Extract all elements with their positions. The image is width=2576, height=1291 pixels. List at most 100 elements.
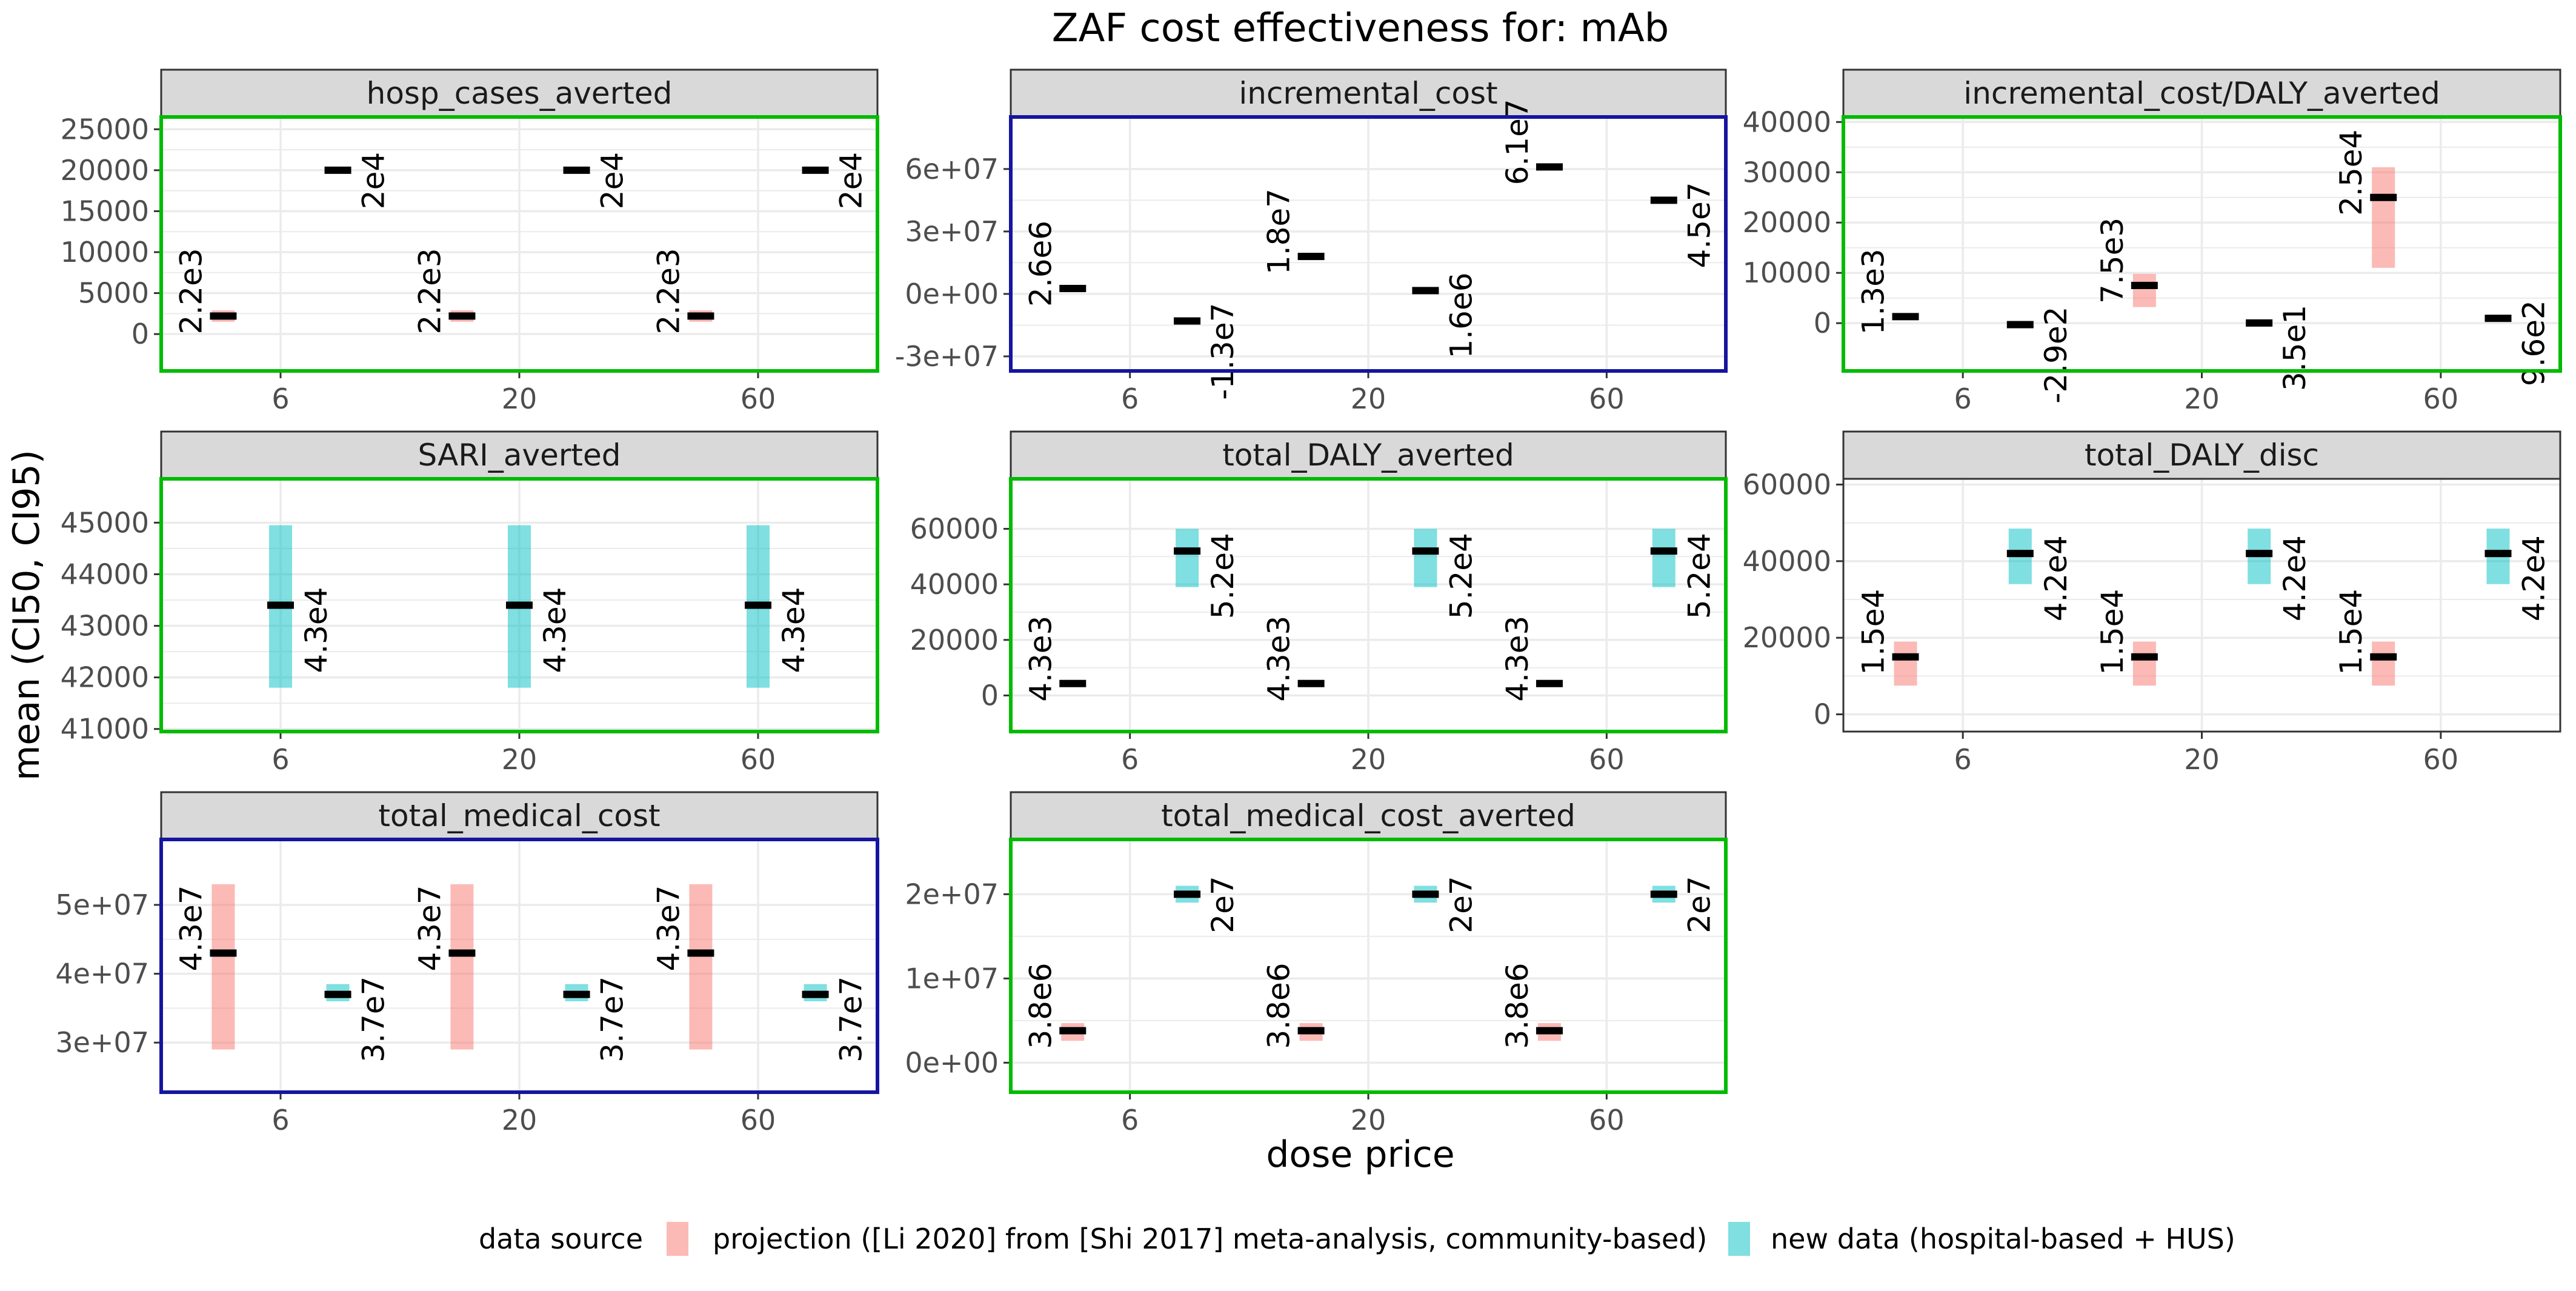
figure-xlabel: dose price	[1266, 1133, 1454, 1176]
x-tick-label: 6	[1121, 382, 1139, 415]
data-label: 2e7	[1443, 876, 1479, 933]
data-label: 4.3e4	[537, 587, 573, 673]
data-label: 3.5e1	[2277, 305, 2312, 391]
y-tick-label: 45000	[61, 506, 149, 539]
y-tick-label: 10000	[61, 236, 149, 269]
strip-title: total_medical_cost_averted	[1161, 798, 1576, 833]
legend-swatch-projection	[667, 1222, 688, 1256]
x-tick-label: 6	[1121, 1104, 1139, 1136]
ci-bar	[689, 884, 713, 1050]
data-label: 4.3e4	[299, 587, 334, 673]
panel-incremental-cost-daly-averted: incremental_cost/DALY_averted 0 10000 20000…	[1743, 68, 2562, 415]
y-tick-label: 40000	[910, 568, 999, 601]
x-tick-label: 60	[2423, 382, 2459, 415]
legend-label-new-data: new data (hospital-based + HUS)	[1771, 1223, 2235, 1255]
y-tick-label: 40000	[1743, 105, 1831, 138]
strip-background	[160, 68, 879, 118]
panel-total-daly-averted: total_DALY_averted 0 20000 40000 60000 6 20 60 4…	[910, 430, 1728, 776]
y-tick-label: 42000	[61, 661, 149, 694]
mean-marker	[2131, 281, 2158, 289]
panel-border	[159, 115, 879, 373]
x-tick-label: 6	[1954, 743, 1972, 776]
x-tick-label: 60	[741, 382, 776, 415]
mean-marker	[1059, 284, 1087, 292]
y-tick-label: 2e+07	[905, 878, 999, 910]
y-tick-label: 20000	[61, 154, 149, 187]
x-tick-label: 6	[1954, 382, 1972, 415]
mean-marker	[802, 990, 829, 998]
y-tick-label: 10000	[1743, 256, 1831, 289]
strip-title: SARI_averted	[418, 438, 621, 473]
ci-bar	[211, 884, 235, 1050]
mean-marker	[1297, 1027, 1325, 1035]
mean-marker	[1412, 890, 1439, 898]
panel-incremental-cost: incremental_cost -3e+07 0e+00 3e+07 6e+07 6 20…	[895, 68, 1728, 415]
panel-border	[1009, 838, 1728, 1094]
y-tick-label: 40000	[1743, 545, 1831, 578]
x-tick-label: 60	[741, 1104, 776, 1136]
x-tick-label: 20	[1351, 382, 1386, 415]
mean-marker	[2484, 315, 2512, 322]
mean-marker	[563, 166, 590, 174]
data-label: 2e7	[1205, 876, 1240, 933]
panel-border	[1009, 115, 1728, 373]
mean-marker	[448, 312, 476, 320]
mean-marker	[1174, 317, 1201, 325]
y-tick-label: 20000	[1743, 621, 1831, 654]
mean-marker	[687, 312, 714, 320]
strip-background	[1010, 68, 1727, 118]
mean-marker	[1059, 1027, 1087, 1035]
mean-marker	[1412, 547, 1439, 555]
x-tick-label: 6	[271, 1104, 289, 1136]
mean-marker	[2370, 653, 2397, 661]
panel-border	[1009, 477, 1728, 733]
y-tick-label: -3e+07	[895, 340, 999, 373]
data-label: 2.2e3	[173, 248, 208, 334]
strip-background	[160, 791, 879, 841]
panel-total-medical-cost: total_medical_cost 3e+07 4e+07 5e+07 6 20 60 4.…	[55, 791, 879, 1136]
data-label: 4.2e4	[2277, 535, 2312, 621]
data-label: 2e7	[1682, 876, 1717, 933]
data-label: 4.3e4	[776, 587, 811, 673]
mean-marker	[210, 312, 237, 320]
data-label: 2.5e4	[2334, 130, 2369, 216]
x-tick-label: 6	[1121, 743, 1139, 776]
panel-border	[1842, 478, 2561, 733]
mean-marker	[1892, 313, 1919, 321]
panel-border	[159, 477, 879, 733]
y-tick-label: 3e+07	[905, 215, 999, 248]
data-label: 5.2e4	[1205, 533, 1240, 619]
data-label: 2.2e3	[651, 248, 686, 334]
data-label: 4.3e3	[1500, 616, 1535, 702]
y-tick-label: 0	[1814, 698, 1831, 731]
strip-background	[1842, 430, 2561, 480]
y-tick-label: 6e+07	[905, 153, 999, 185]
data-label: 1.5e4	[2095, 589, 2130, 675]
data-label: 2.6e6	[1023, 221, 1058, 307]
y-tick-label: 20000	[910, 624, 999, 656]
mean-marker	[210, 949, 237, 957]
strip-title: incremental_cost/DALY_averted	[1963, 76, 2440, 111]
x-tick-label: 20	[502, 1104, 537, 1136]
y-tick-label: 60000	[910, 512, 999, 545]
legend-title: data source	[479, 1223, 643, 1255]
x-tick-label: 20	[2184, 382, 2220, 415]
mean-marker	[324, 166, 351, 174]
data-label: 2e4	[356, 152, 391, 209]
strip-title: hosp_cases_averted	[367, 76, 673, 111]
mean-marker	[324, 990, 351, 998]
mean-marker	[2131, 653, 2158, 661]
y-tick-label: 3e+07	[55, 1026, 149, 1059]
panel-total-daly-disc: total_DALY_disc 0 20000 40000 60000 6 20 60 1.5e…	[1743, 430, 2561, 776]
data-label: 2e4	[595, 152, 630, 209]
strip-background	[1010, 430, 1727, 480]
mean-marker	[2246, 550, 2273, 558]
mean-marker	[1297, 253, 1325, 261]
mean-marker	[1297, 679, 1325, 687]
strip-background	[1842, 68, 2561, 118]
x-tick-label: 20	[1351, 1104, 1386, 1136]
y-tick-label: 5e+07	[55, 889, 149, 921]
data-label: -2.9e2	[2039, 307, 2074, 404]
y-tick-label: 44000	[61, 558, 149, 590]
